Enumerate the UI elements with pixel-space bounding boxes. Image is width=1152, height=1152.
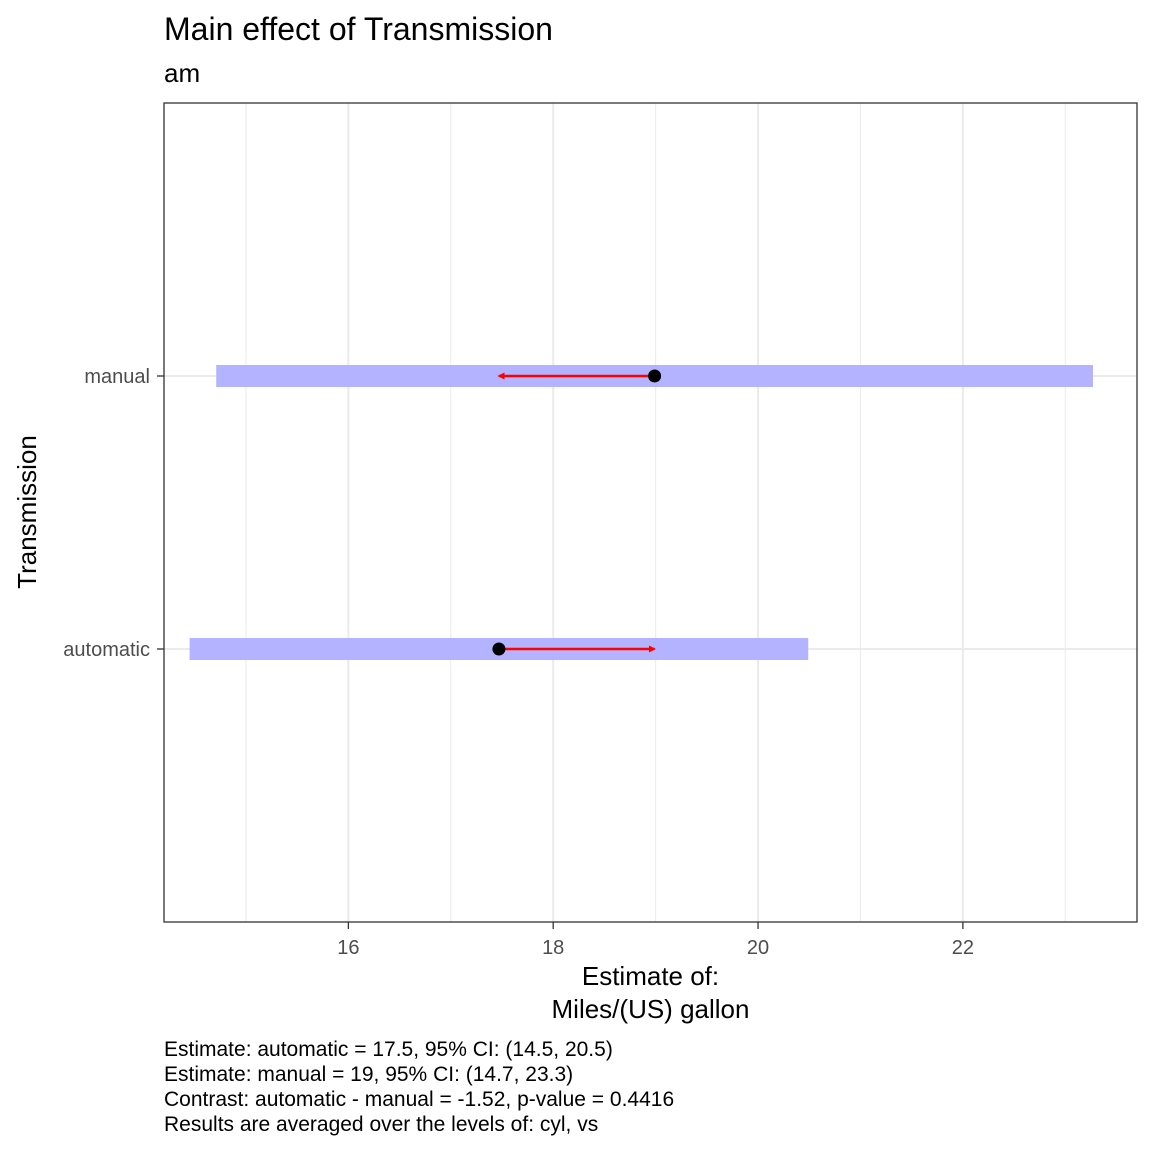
- estimate-point-automatic: [492, 642, 506, 656]
- caption-line-1: Estimate: automatic = 17.5, 95% CI: (14.…: [164, 1038, 613, 1061]
- chart-subtitle: am: [164, 58, 200, 88]
- contrast-arrows: [497, 372, 656, 653]
- chart-title: Main effect of Transmission: [164, 11, 553, 47]
- x-axis-title-line-2: Miles/(US) gallon: [552, 994, 750, 1024]
- panel-border: [163, 102, 1138, 923]
- y-tick-label-manual: manual: [84, 366, 150, 388]
- x-tick-label-3: 22: [952, 937, 974, 959]
- y-tick-label-automatic: automatic: [63, 639, 150, 661]
- caption-line-3: Contrast: automatic - manual = -1.52, p-…: [164, 1088, 674, 1111]
- x-tick-label-2: 20: [747, 937, 769, 959]
- x-tick-label-0: 16: [337, 937, 359, 959]
- x-tick-label-1: 18: [542, 937, 564, 959]
- estimate-point-manual: [648, 369, 662, 383]
- y-axis-title: Transmission: [12, 435, 42, 589]
- estimate-points: [492, 369, 662, 656]
- x-axis-title-line-1: Estimate of:: [582, 961, 719, 991]
- plot-panel: [164, 103, 1137, 922]
- caption-line-4: Results are averaged over the levels of:…: [164, 1113, 598, 1136]
- caption: Estimate: automatic = 17.5, 95% CI: (14.…: [164, 1038, 674, 1136]
- caption-line-2: Estimate: manual = 19, 95% CI: (14.7, 23…: [164, 1063, 573, 1086]
- y-axis: automatic manual: [63, 366, 164, 661]
- x-axis: 16 18 20 22: [337, 922, 974, 959]
